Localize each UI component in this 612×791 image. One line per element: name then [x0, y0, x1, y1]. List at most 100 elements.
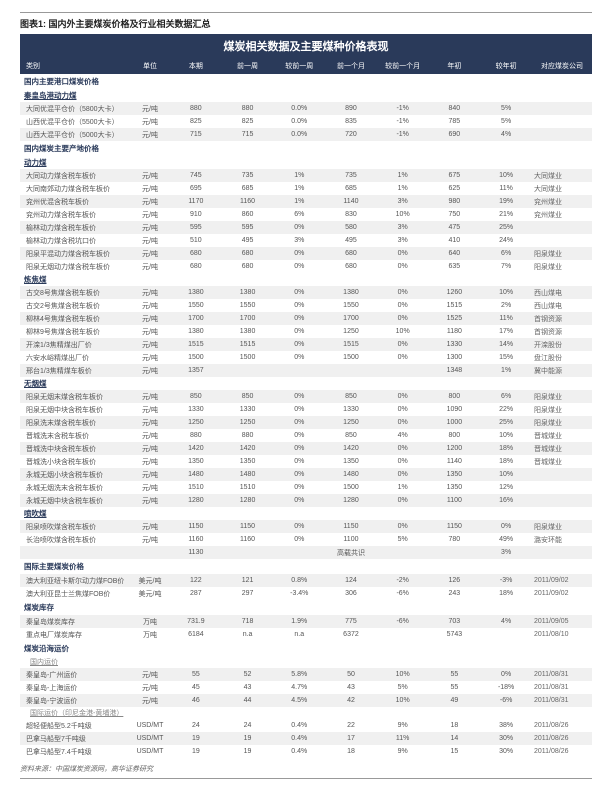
table-cell: 2011/08/26: [532, 719, 592, 732]
table-cell: 0%: [377, 260, 429, 273]
table-cell: 840: [429, 102, 481, 115]
table-cell: 18%: [480, 587, 532, 600]
table-cell: 0%: [273, 429, 325, 442]
table-cell: 1160: [222, 533, 274, 546]
table-cell: 0%: [273, 416, 325, 429]
table-cell: 825: [170, 115, 222, 128]
table-cell: 1330: [222, 403, 274, 416]
table-cell: 1550: [222, 299, 274, 312]
table-cell: 万吨: [130, 615, 170, 628]
table-cell: 0%: [273, 221, 325, 234]
table-cell: 0%: [273, 390, 325, 403]
table-cell: 1515: [429, 299, 481, 312]
table-cell: [532, 481, 592, 494]
table-cell: 122: [170, 574, 222, 587]
table-cell: 阳泉煤业: [532, 260, 592, 273]
table-cell: 1%: [377, 481, 429, 494]
table-cell: 735: [325, 169, 377, 182]
table-cell: 1180: [429, 325, 481, 338]
table-cell: [377, 546, 429, 559]
table-cell: 18%: [480, 455, 532, 468]
table-cell: 晋城煤业: [532, 455, 592, 468]
table-row: 阳泉无烟中块含税车板价元/吨133013300%13300%109022%阳泉煤…: [20, 403, 592, 416]
table-cell: USD/MT: [130, 745, 170, 758]
table-row: 大同动力煤含税车板价元/吨7457351%7351%67510%大同煤业: [20, 169, 592, 182]
table-cell: 秦皇岛-上海运价: [20, 681, 130, 694]
table-cell: 38%: [480, 719, 532, 732]
table-cell: -1%: [377, 102, 429, 115]
table-cell: 六安水峪精煤出厂价: [20, 351, 130, 364]
table-cell: 718: [222, 615, 274, 628]
table-cell: 1500: [170, 351, 222, 364]
table-cell: 1348: [429, 364, 481, 377]
table-cell: 元/吨: [130, 325, 170, 338]
table-cell: 1515: [222, 338, 274, 351]
table-cell: 800: [429, 429, 481, 442]
table-cell: 元/吨: [130, 312, 170, 325]
table-cell: 1480: [222, 468, 274, 481]
table-cell: -6%: [377, 615, 429, 628]
table-cell: 7%: [480, 260, 532, 273]
table-cell: 10%: [377, 325, 429, 338]
table-cell: 1515: [325, 338, 377, 351]
table-cell: 阳泉无烟中块含税车板价: [20, 403, 130, 416]
table-cell: 10%: [377, 668, 429, 681]
table-cell: 0%: [480, 520, 532, 533]
table-cell: 9%: [377, 719, 429, 732]
table-row: 1130高载共识3%: [20, 546, 592, 559]
table-cell: 首钢资源: [532, 312, 592, 325]
table-cell: 5%: [480, 115, 532, 128]
table-cell: 0%: [273, 351, 325, 364]
table-cell: 元/吨: [130, 234, 170, 247]
table-cell: 880: [170, 429, 222, 442]
table-row: 永城无烟中块含税车板价元/吨128012800%12800%110016%: [20, 494, 592, 507]
table-cell: 0%: [273, 325, 325, 338]
sub2-label: 国际运价（印尼金港-黄埔港）: [20, 707, 592, 719]
table-cell: 1500: [325, 351, 377, 364]
table-cell: -6%: [480, 694, 532, 707]
table-cell: 55: [429, 681, 481, 694]
table-cell: 阳泉煤业: [532, 520, 592, 533]
table-cell: 45: [170, 681, 222, 694]
table-cell: 43: [222, 681, 274, 694]
col-header: 较前一个月: [377, 58, 429, 74]
table-cell: 1140: [429, 455, 481, 468]
col-header: 较年初: [480, 58, 532, 74]
table-cell: 阳泉无烟动力煤含税车板价: [20, 260, 130, 273]
table-cell: 635: [429, 260, 481, 273]
table-cell: 495: [222, 234, 274, 247]
table-cell: 西山煤电: [532, 286, 592, 299]
table-row: 古交2号焦煤含税车板价元/吨155015500%15500%15152%西山煤电: [20, 299, 592, 312]
table-cell: 1100: [325, 533, 377, 546]
table-cell: 17%: [480, 325, 532, 338]
table-cell: 18: [325, 745, 377, 758]
table-cell: 2%: [480, 299, 532, 312]
table-cell: [130, 546, 170, 559]
table-cell: -3%: [480, 574, 532, 587]
table-cell: 元/吨: [130, 390, 170, 403]
table-row: 兖州动力煤含税车板价元/吨9108606%83010%75021%兖州煤业: [20, 208, 592, 221]
table-cell: 0%: [377, 390, 429, 403]
table-cell: 14: [429, 732, 481, 745]
table-cell: 元/吨: [130, 169, 170, 182]
table-cell: 1420: [222, 442, 274, 455]
table-cell: 1140: [325, 195, 377, 208]
table-cell: 50: [325, 668, 377, 681]
table-row: 阳泉无烟动力煤含税车板价元/吨6806800%6800%6357%阳泉煤业: [20, 260, 592, 273]
table-cell: 3%: [377, 234, 429, 247]
table-cell: 元/吨: [130, 338, 170, 351]
table-cell: 49%: [480, 533, 532, 546]
table-cell: 1150: [429, 520, 481, 533]
table-cell: 825: [222, 115, 274, 128]
section-label: 煤炭库存: [20, 600, 592, 615]
table-cell: 秦皇岛-宁波运价: [20, 694, 130, 707]
table-cell: 4%: [480, 128, 532, 141]
table-cell: -18%: [480, 681, 532, 694]
table-cell: 6372: [325, 628, 377, 641]
table-cell: 1350: [429, 468, 481, 481]
table-cell: 0%: [273, 403, 325, 416]
table-row: 秦皇岛-广州运价元/吨55525.8%5010%550%2011/08/31: [20, 668, 592, 681]
table-cell: 1%: [480, 364, 532, 377]
table-cell: 元/吨: [130, 481, 170, 494]
table-cell: 0%: [377, 468, 429, 481]
